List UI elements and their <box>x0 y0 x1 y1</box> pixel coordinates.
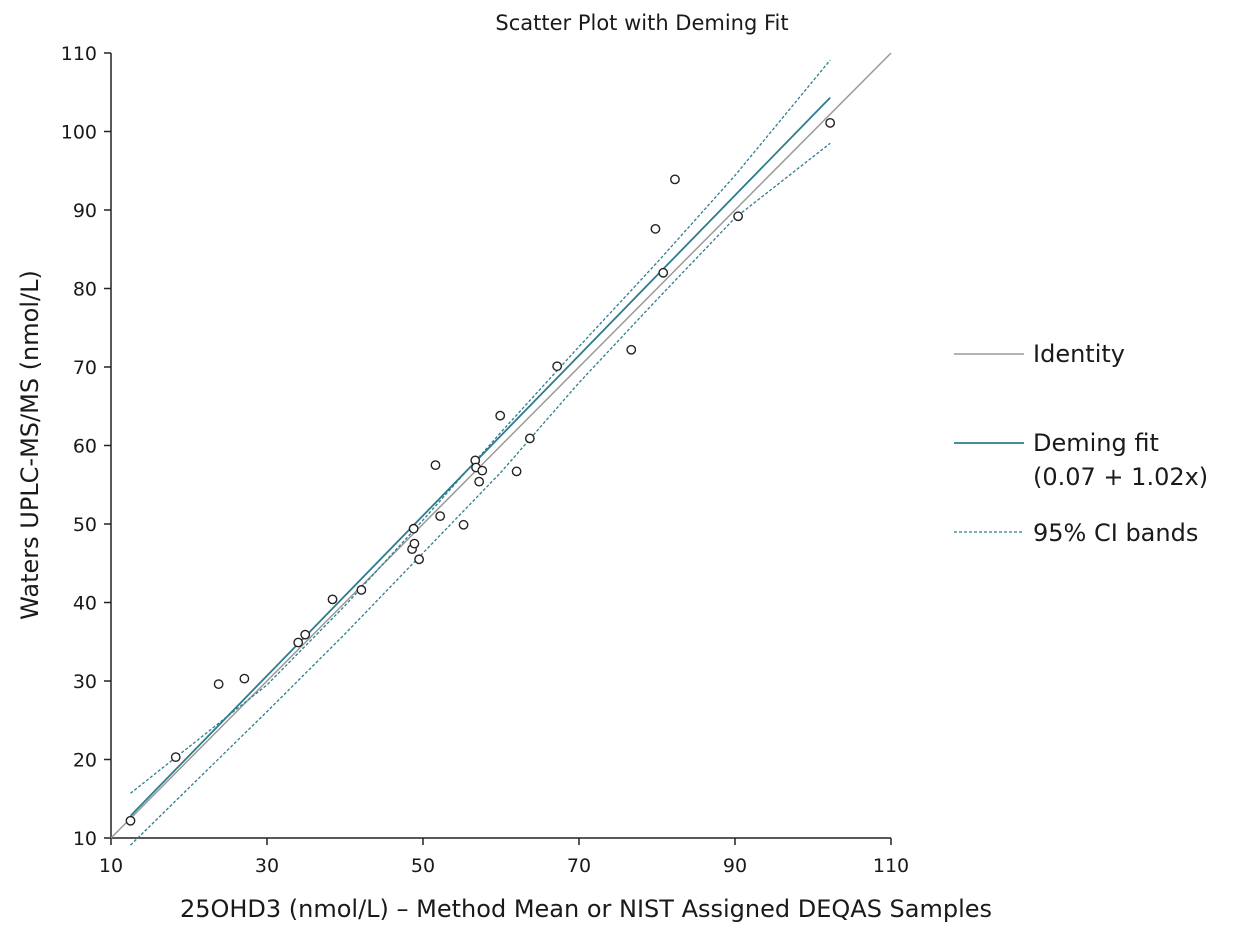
y-tick-label: 40 <box>73 593 97 615</box>
ci-lower-band <box>130 142 831 846</box>
data-points <box>125 117 836 826</box>
data-point <box>293 637 304 648</box>
identity-line <box>110 52 892 839</box>
data-point <box>474 476 485 487</box>
legend-identity-label: Identity <box>1033 340 1125 368</box>
x-ticks: 10 30 50 70 90 110 <box>99 838 909 877</box>
data-point <box>733 211 744 222</box>
y-axis-label: Waters UPLC-MS/MS (nmol/L) <box>16 270 44 620</box>
x-tick-label: 70 <box>567 855 591 877</box>
legend-deming-equation: (0.07 + 1.02x) <box>1033 463 1208 491</box>
data-point <box>477 465 488 476</box>
data-point <box>495 410 506 421</box>
deming-fit-line <box>129 97 831 817</box>
data-point <box>356 585 367 595</box>
y-tick-label: 70 <box>73 357 97 379</box>
y-tick-label: 60 <box>73 436 97 458</box>
y-ticks: 10 20 30 40 50 60 70 80 90 100 110 <box>61 43 111 850</box>
data-point <box>239 673 250 684</box>
data-point <box>650 223 661 234</box>
x-tick-label: 90 <box>723 855 747 877</box>
data-point <box>825 117 836 128</box>
x-tick-label: 30 <box>255 855 279 877</box>
y-tick-label: 30 <box>73 671 97 693</box>
series-lines <box>110 52 892 846</box>
legend: Identity Deming fit (0.07 + 1.02x) 95% C… <box>954 340 1208 547</box>
data-point <box>430 460 441 471</box>
data-point <box>300 629 311 640</box>
y-tick-label: 90 <box>73 200 97 222</box>
data-point <box>435 511 446 522</box>
data-point <box>213 679 224 690</box>
data-point <box>408 523 419 534</box>
data-point <box>458 519 469 530</box>
data-point <box>409 538 420 549</box>
legend-deming-label: Deming fit <box>1033 429 1159 457</box>
data-point <box>524 433 535 444</box>
data-point <box>552 361 563 372</box>
y-tick-label: 110 <box>61 43 97 65</box>
y-tick-label: 10 <box>73 828 97 850</box>
x-axis-label: 25OHD3 (nmol/L) – Method Mean or NIST As… <box>180 895 992 923</box>
data-point <box>125 815 136 826</box>
data-point <box>670 174 680 185</box>
x-tick-label: 10 <box>99 855 123 877</box>
y-tick-label: 20 <box>73 750 97 772</box>
y-tick-label: 100 <box>61 122 97 144</box>
legend-ci-label: 95% CI bands <box>1033 519 1198 547</box>
x-tick-label: 50 <box>411 855 435 877</box>
chart-title: Scatter Plot with Deming Fit <box>495 11 788 35</box>
data-point <box>626 344 637 355</box>
y-tick-label: 50 <box>73 514 97 536</box>
y-tick-label: 80 <box>73 279 97 301</box>
ci-upper-band <box>130 59 831 794</box>
data-point <box>658 267 669 278</box>
x-tick-label: 110 <box>873 855 909 877</box>
data-point <box>414 554 424 565</box>
data-point <box>327 594 338 605</box>
plot-area: 10 30 50 70 90 110 10 20 30 40 50 60 70 80 90 100 110 <box>61 43 909 877</box>
data-point <box>511 466 522 477</box>
data-point <box>170 752 181 763</box>
